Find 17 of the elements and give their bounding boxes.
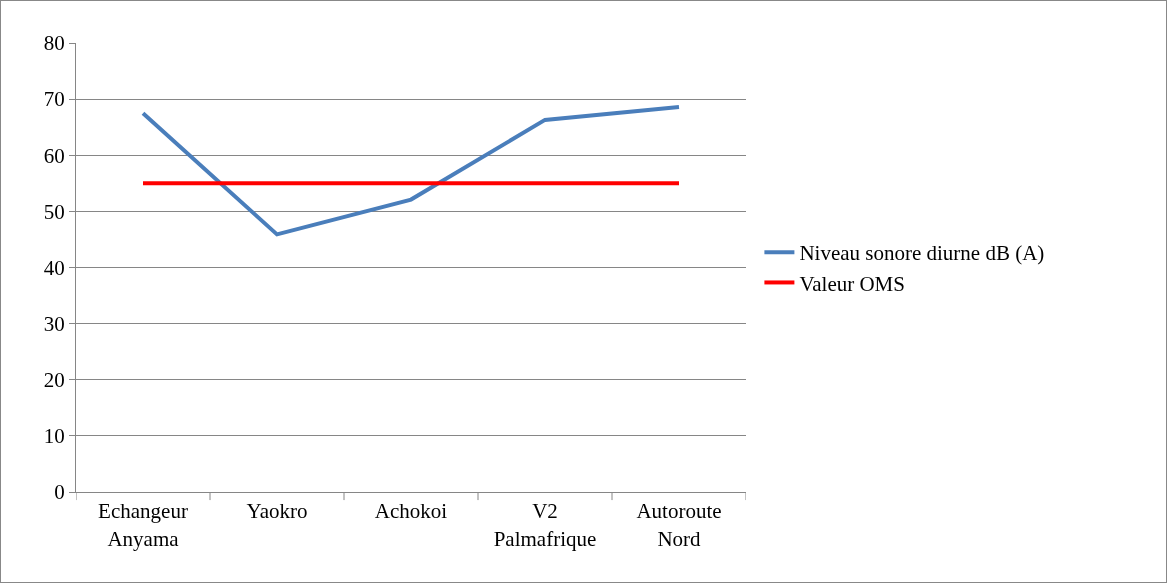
y-tick-label: 60 — [43, 143, 65, 168]
x-tick-label: Autoroute Nord — [636, 499, 722, 551]
legend-label: Valeur OMS — [799, 271, 905, 296]
y-tick-label: 10 — [43, 424, 65, 449]
y-tick-label: 70 — [43, 87, 65, 112]
y-tick-label: 20 — [43, 368, 65, 393]
y-tick-label: 0 — [54, 480, 65, 505]
y-tick-label: 80 — [43, 31, 65, 56]
y-tick-label: 50 — [43, 199, 65, 224]
y-tick-label: 40 — [43, 255, 65, 280]
line-series — [141, 104, 681, 237]
x-tick-label: Achokoi — [374, 499, 448, 524]
y-tick-label: 30 — [43, 311, 65, 336]
x-tick-label: Echangeur Anyama — [98, 499, 188, 551]
x-tick-label: Yaokro — [246, 499, 308, 524]
x-tick-label: V2 Palmafrique — [493, 499, 597, 551]
legend-label: Niveau sonore diurne dB (A) — [799, 241, 1045, 266]
